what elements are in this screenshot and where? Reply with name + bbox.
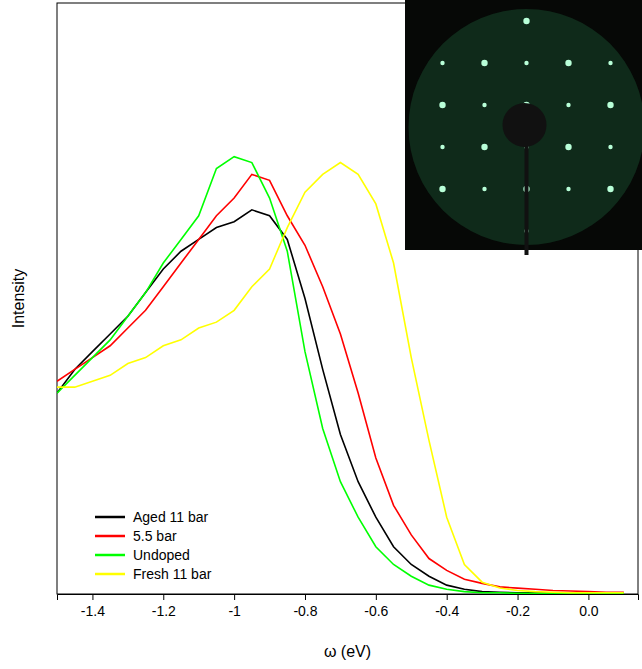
x-tick: -1.2 bbox=[152, 594, 176, 619]
x-tick-label: -1.2 bbox=[152, 603, 176, 619]
inset-spot bbox=[523, 18, 529, 24]
x-tick: -0.2 bbox=[506, 594, 530, 619]
x-axis: -1.4 -1.2 -1 -0.8 -0.6 -0.4 -0.2 0.0 bbox=[58, 594, 639, 619]
inset-spot bbox=[524, 61, 528, 65]
x-tick-mark bbox=[447, 594, 448, 600]
series-line bbox=[57, 210, 624, 594]
x-tick: -1.4 bbox=[81, 594, 105, 619]
legend-swatch bbox=[95, 573, 125, 576]
inset-spot bbox=[565, 60, 571, 66]
x-tick-mark bbox=[305, 594, 306, 600]
inset-spot bbox=[482, 103, 486, 107]
x-tick: -0.6 bbox=[364, 594, 388, 619]
x-tick-label: 0.0 bbox=[579, 603, 599, 619]
x-tick-mark bbox=[518, 594, 519, 600]
inset-spot bbox=[440, 61, 444, 65]
x-axis-line bbox=[58, 595, 639, 601]
inset-spot bbox=[566, 187, 570, 191]
x-tick-mark bbox=[234, 594, 235, 600]
x-tick-label: -0.2 bbox=[506, 603, 530, 619]
inset-spot bbox=[481, 60, 487, 66]
inset-spot bbox=[439, 102, 445, 108]
inset-spot bbox=[481, 144, 487, 150]
inset-spot bbox=[482, 187, 486, 191]
x-tick-label: -0.8 bbox=[293, 603, 317, 619]
legend-label: 5.5 bar bbox=[133, 528, 177, 544]
x-tick-label: -1 bbox=[228, 603, 241, 619]
legend: Aged 11 bar 5.5 bar Undoped Fresh 11 bar bbox=[95, 509, 212, 582]
inset-gun bbox=[503, 103, 547, 147]
legend-swatch bbox=[95, 516, 125, 519]
x-tick: -0.8 bbox=[293, 594, 317, 619]
x-tick: -0.4 bbox=[435, 594, 459, 619]
x-tick: -1 bbox=[228, 594, 241, 619]
inset-spot bbox=[608, 61, 612, 65]
legend-label: Fresh 11 bar bbox=[133, 566, 212, 582]
y-axis-title: Intensity bbox=[10, 269, 27, 329]
x-tick-label: -0.4 bbox=[435, 603, 459, 619]
inset-spot bbox=[565, 144, 571, 150]
inset-holder bbox=[525, 137, 529, 255]
x-tick-mark bbox=[376, 594, 377, 600]
legend-swatch bbox=[95, 554, 125, 557]
inset-spot bbox=[608, 145, 612, 149]
inset-spot bbox=[607, 102, 613, 108]
inset-image bbox=[405, 0, 642, 255]
x-tick-mark bbox=[92, 594, 93, 600]
chart: -1.4 -1.2 -1 -0.8 -0.6 -0.4 -0.2 0.0 ω (eV) Inten… bbox=[0, 0, 642, 669]
inset-spot bbox=[607, 186, 613, 192]
legend-label: Aged 11 bar bbox=[133, 509, 209, 525]
x-tick: 0.0 bbox=[579, 594, 599, 619]
legend-label: Undoped bbox=[133, 547, 190, 563]
inset-spot bbox=[440, 145, 444, 149]
x-tick-mark bbox=[588, 594, 589, 600]
x-tick-mark bbox=[163, 594, 164, 600]
x-axis-title: ω (eV) bbox=[324, 643, 371, 660]
inset-spot bbox=[566, 103, 570, 107]
inset-spot bbox=[439, 186, 445, 192]
x-tick-label: -0.6 bbox=[364, 603, 388, 619]
legend-swatch bbox=[95, 535, 125, 538]
x-tick-label: -1.4 bbox=[81, 603, 105, 619]
